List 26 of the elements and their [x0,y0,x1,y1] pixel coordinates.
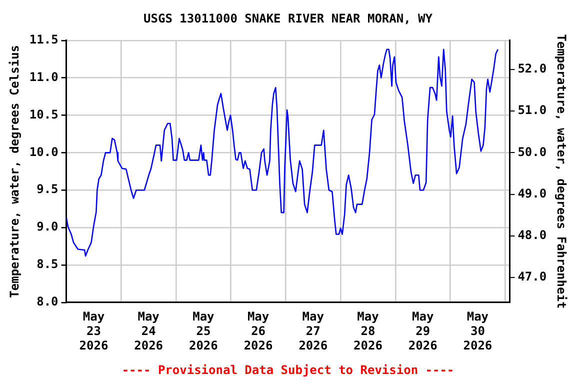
x-tick-label: May 27 2026 [298,310,328,353]
x-tick-label: May 28 2026 [354,310,382,353]
y2-tick-label: 49.0 [518,186,547,200]
y-axis-title: Temperature, water, degrees Celsius [7,44,22,298]
y-tick-label: 9.0 [36,220,58,234]
y-tick-label: 8.0 [36,294,58,309]
y-tick-label: 11.0 [29,70,58,84]
y-tick-label: 8.5 [36,257,58,272]
y-tick-label: 10.5 [29,107,58,122]
x-tick-label: May 26 2026 [244,310,273,353]
chart-title: USGS 13011000 SNAKE RIVER NEAR MORAN, WY [144,11,434,26]
x-tick-label: May 30 2026 [463,310,492,353]
y2-tick-label: 47.0 [518,270,547,284]
text: ---- Provisional Data Subject to Revision ---- [122,362,454,377]
x-tick-label: May 25 2026 [188,310,218,353]
x-tick-label: May 24 2026 [134,310,164,353]
y2-tick-label: 51.0 [518,103,547,118]
x-tick-label: May 29 2026 [408,310,438,353]
y2-tick-label: 50.0 [518,144,547,159]
y-tick-label: 11.5 [29,32,58,47]
y2-axis-title: Temperature, water, degrees Fahrenheit [554,34,569,309]
x-tick-label: May 23 2026 [79,310,108,353]
y2-tick-label: 52.0 [518,62,547,76]
y-tick-label: 9.5 [36,182,58,196]
y-tick-label: 10.0 [29,144,58,159]
y2-tick-label: 48.0 [518,228,547,242]
